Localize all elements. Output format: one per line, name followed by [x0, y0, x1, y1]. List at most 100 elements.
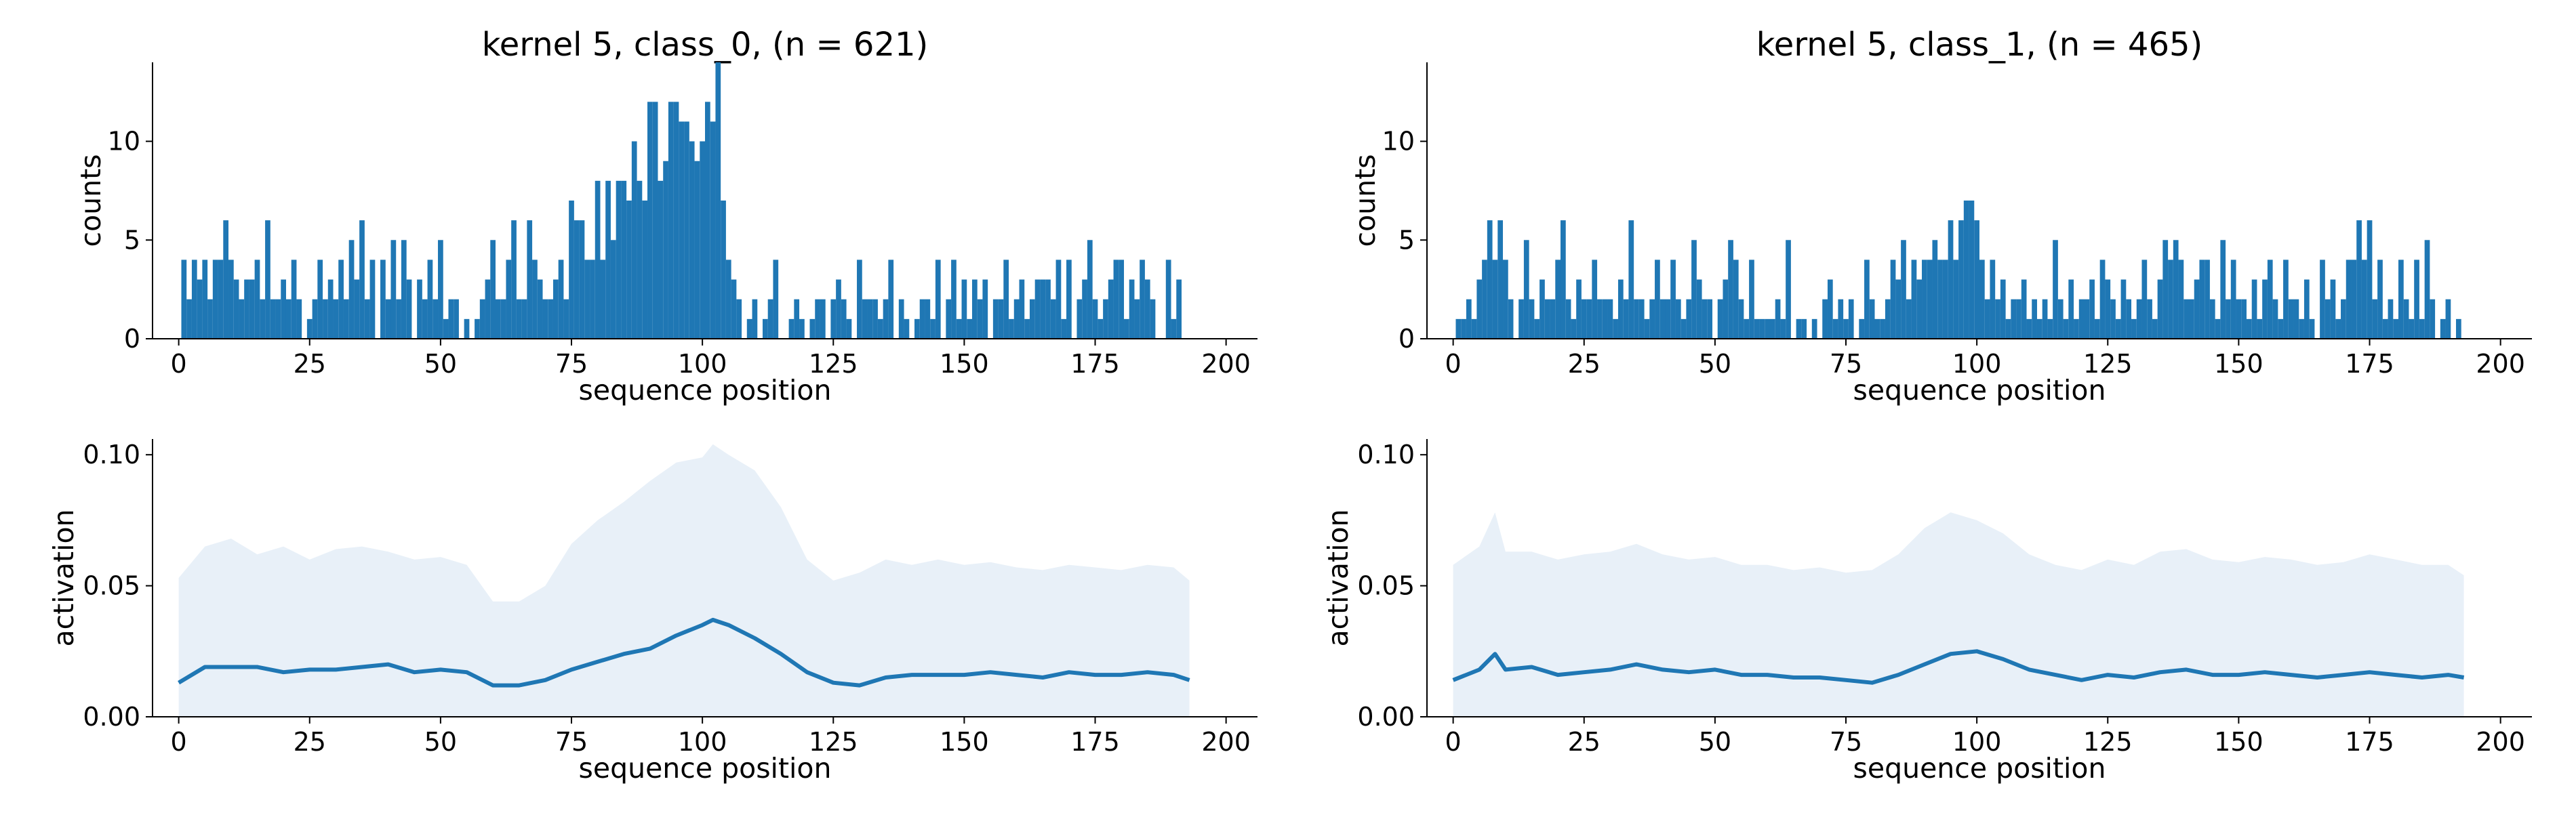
- x-tick-label: 0: [171, 727, 187, 757]
- histogram-bar: [2068, 279, 2074, 339]
- histogram-bar: [584, 259, 590, 339]
- y-axis-label: counts: [1349, 154, 1382, 247]
- histogram-bar: [2078, 299, 2085, 339]
- histogram-bar: [1675, 299, 1681, 339]
- histogram-bar: [1492, 259, 1498, 339]
- histogram-bar: [2414, 259, 2419, 339]
- histogram-bar: [872, 299, 878, 339]
- histogram-bar: [1103, 299, 1108, 339]
- histogram-bar: [1827, 279, 1833, 339]
- histogram-bar: [2189, 299, 2194, 339]
- x-tick-label: 0: [1445, 349, 1462, 379]
- histogram-bar: [1471, 318, 1477, 339]
- histogram-bar: [2183, 299, 2190, 339]
- histogram-bar: [1586, 299, 1592, 339]
- histogram-bar: [971, 279, 978, 339]
- histogram-bar: [1927, 259, 1933, 339]
- histogram-bar: [207, 299, 213, 339]
- y-axis-label: activation: [47, 509, 80, 646]
- histogram-bar: [2341, 299, 2346, 339]
- histogram-bar: [2346, 259, 2352, 339]
- histogram-bar: [1932, 240, 1938, 339]
- histogram-bar: [1634, 299, 1639, 339]
- histogram-bar: [443, 318, 449, 339]
- histogram-bar: [306, 318, 313, 339]
- histogram-bar: [2053, 240, 2058, 339]
- histogram-bar: [390, 240, 397, 339]
- histogram-bar: [725, 259, 731, 339]
- x-axis-label: sequence position: [1853, 374, 2106, 406]
- histogram-bar: [338, 259, 344, 339]
- histogram-bar: [427, 259, 433, 339]
- histogram-bar: [610, 240, 616, 339]
- histogram-bar: [496, 299, 501, 339]
- histogram-bar: [1901, 240, 1906, 339]
- histogram-bar: [1832, 318, 1838, 339]
- histogram-bar: [2361, 259, 2367, 339]
- histogram-bar: [846, 318, 852, 339]
- x-tick-label: 125: [809, 727, 858, 757]
- histogram-bar: [2403, 299, 2409, 339]
- histogram-bar: [1696, 279, 1702, 339]
- histogram-bar: [291, 259, 297, 339]
- histogram-bar: [422, 299, 428, 339]
- histogram-bar: [542, 299, 548, 339]
- y-tick-label: 0.05: [83, 571, 140, 601]
- histogram-bar: [312, 299, 318, 339]
- histogram-bar: [1786, 240, 1791, 339]
- histogram-bar: [1880, 318, 1885, 339]
- histogram-bar: [2230, 259, 2236, 339]
- histogram-bar: [1885, 299, 1891, 339]
- x-tick-label: 150: [940, 727, 989, 757]
- histogram-bar: [579, 220, 585, 339]
- histogram-bar: [736, 299, 742, 339]
- histogram-bar: [2251, 279, 2257, 339]
- histogram-bar: [799, 318, 805, 339]
- histogram-bar: [2246, 318, 2252, 339]
- histogram-bar: [652, 102, 658, 339]
- histogram-bar: [600, 259, 606, 339]
- histogram-bar: [2393, 318, 2399, 339]
- histogram-bar: [1848, 299, 1854, 339]
- histogram-bar: [2372, 299, 2378, 339]
- x-tick-label: 125: [809, 349, 858, 379]
- histogram-bar: [1534, 318, 1540, 339]
- histogram-bar: [1801, 318, 1807, 339]
- histogram-bar: [867, 299, 873, 339]
- histogram-bar: [2152, 318, 2158, 339]
- histogram-bar: [1765, 318, 1770, 339]
- histogram-bar: [2440, 318, 2446, 339]
- histogram-bar: [1602, 299, 1608, 339]
- histogram-bar: [212, 259, 218, 339]
- histogram-bar: [1076, 299, 1083, 339]
- x-tick-label: 0: [1445, 727, 1462, 757]
- histogram-bar: [752, 299, 758, 339]
- histogram-bar: [1895, 279, 1901, 339]
- histogram-bar: [464, 318, 470, 339]
- histogram-bar: [569, 201, 574, 339]
- histogram-bar: [647, 102, 653, 339]
- histogram-bar: [1165, 259, 1171, 339]
- histogram-bar: [1134, 299, 1140, 339]
- histogram-bar: [558, 259, 564, 339]
- histogram-bar: [1922, 259, 1927, 339]
- histogram-bar: [2099, 259, 2106, 339]
- histogram-bar: [2320, 259, 2325, 339]
- histogram-bar: [590, 259, 595, 339]
- histogram-bar: [191, 259, 197, 339]
- histogram-bar: [1869, 299, 1875, 339]
- histogram-bar: [270, 299, 276, 339]
- histogram-bar: [1733, 259, 1739, 339]
- histogram-bar: [1796, 318, 1802, 339]
- histogram-bar: [186, 299, 192, 339]
- histogram-bar: [2105, 279, 2111, 339]
- histogram-bar: [2398, 259, 2404, 339]
- histogram-bar: [2455, 318, 2461, 339]
- histogram-bar: [1811, 318, 1817, 339]
- histogram-bar: [1979, 259, 1985, 339]
- histogram-bar: [946, 299, 952, 339]
- histogram-bar: [364, 299, 370, 339]
- histogram-bar: [2226, 299, 2231, 339]
- histogram-bar: [883, 299, 889, 339]
- histogram-bar: [919, 299, 925, 339]
